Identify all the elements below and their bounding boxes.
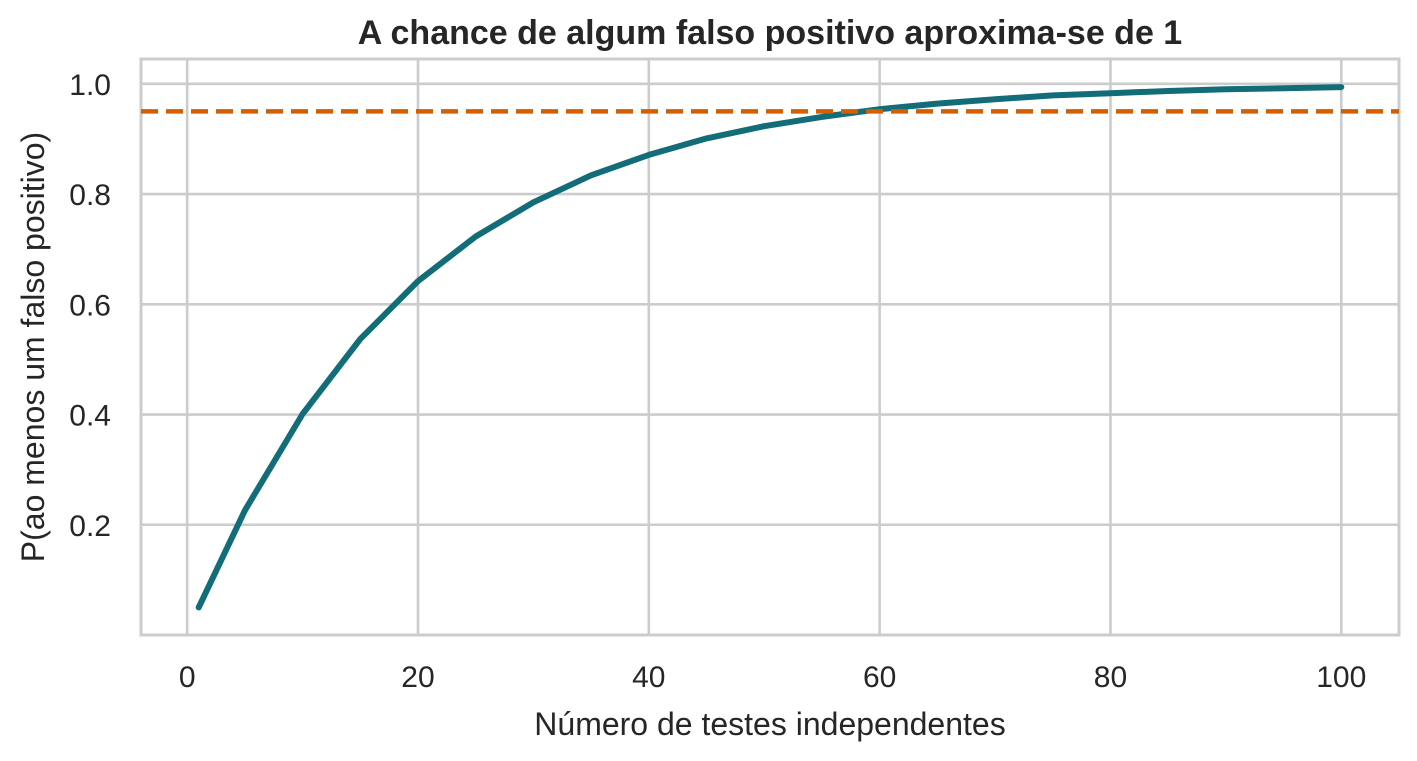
y-axis-label: P(ao menos um falso positivo)	[15, 132, 51, 562]
y-tick-label: 0.4	[69, 400, 111, 433]
x-tick-label: 0	[179, 661, 196, 694]
series-line	[195, 84, 1345, 611]
y-tick-label: 1.0	[69, 69, 111, 102]
y-tick-label: 0.8	[69, 179, 111, 212]
x-tick-label: 100	[1316, 661, 1366, 694]
x-tick-label: 80	[1094, 661, 1127, 694]
x-tick-label: 60	[863, 661, 896, 694]
x-tick-label: 20	[401, 661, 434, 694]
x-tick-label: 40	[632, 661, 665, 694]
x-axis-label: Número de testes independentes	[534, 706, 1005, 742]
plot-frame	[139, 57, 1401, 637]
y-tick-label: 0.2	[69, 510, 111, 543]
series-layer	[195, 84, 1345, 611]
y-tick-label: 0.6	[69, 289, 111, 322]
tick-labels: 0 20 40 60 80 100 0.2 0.4 0.6 0.8 1.0	[69, 69, 1366, 694]
chart-title: A chance de algum falso positivo aproxim…	[358, 14, 1182, 52]
